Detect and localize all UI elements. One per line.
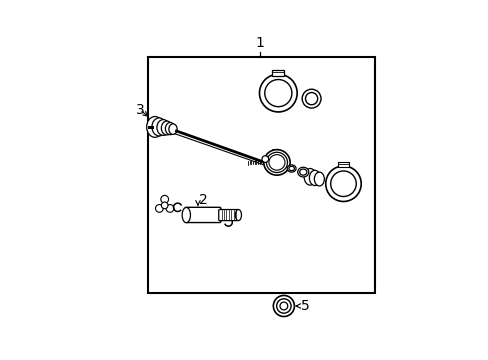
FancyBboxPatch shape bbox=[337, 162, 348, 167]
FancyBboxPatch shape bbox=[272, 69, 284, 76]
Text: 2: 2 bbox=[199, 193, 208, 207]
Ellipse shape bbox=[288, 166, 294, 171]
Ellipse shape bbox=[161, 121, 172, 135]
Circle shape bbox=[262, 156, 268, 162]
Circle shape bbox=[273, 296, 294, 316]
Circle shape bbox=[155, 204, 163, 212]
FancyBboxPatch shape bbox=[218, 210, 238, 221]
Ellipse shape bbox=[168, 124, 177, 134]
Ellipse shape bbox=[263, 150, 289, 175]
Text: 3: 3 bbox=[135, 103, 144, 117]
Text: 1: 1 bbox=[255, 36, 264, 50]
Ellipse shape bbox=[286, 165, 295, 172]
Ellipse shape bbox=[266, 152, 287, 172]
Ellipse shape bbox=[182, 207, 190, 223]
FancyBboxPatch shape bbox=[184, 207, 221, 222]
Text: 4: 4 bbox=[267, 148, 275, 162]
Ellipse shape bbox=[299, 169, 306, 175]
Ellipse shape bbox=[268, 155, 285, 170]
Ellipse shape bbox=[157, 120, 169, 135]
Ellipse shape bbox=[309, 170, 320, 185]
Circle shape bbox=[276, 299, 290, 313]
Circle shape bbox=[325, 166, 361, 202]
Text: 5: 5 bbox=[300, 299, 308, 313]
Ellipse shape bbox=[314, 172, 324, 186]
Circle shape bbox=[280, 302, 287, 310]
Ellipse shape bbox=[304, 168, 316, 185]
Circle shape bbox=[302, 89, 320, 108]
Circle shape bbox=[330, 171, 356, 197]
Circle shape bbox=[161, 195, 168, 203]
Ellipse shape bbox=[146, 117, 163, 137]
Bar bbox=[148, 57, 375, 293]
Circle shape bbox=[264, 80, 291, 107]
Ellipse shape bbox=[297, 167, 308, 177]
Circle shape bbox=[161, 202, 168, 209]
Ellipse shape bbox=[152, 118, 166, 136]
Circle shape bbox=[259, 74, 297, 112]
Ellipse shape bbox=[235, 210, 241, 221]
Circle shape bbox=[305, 93, 317, 105]
Ellipse shape bbox=[165, 122, 175, 135]
Circle shape bbox=[166, 204, 174, 212]
